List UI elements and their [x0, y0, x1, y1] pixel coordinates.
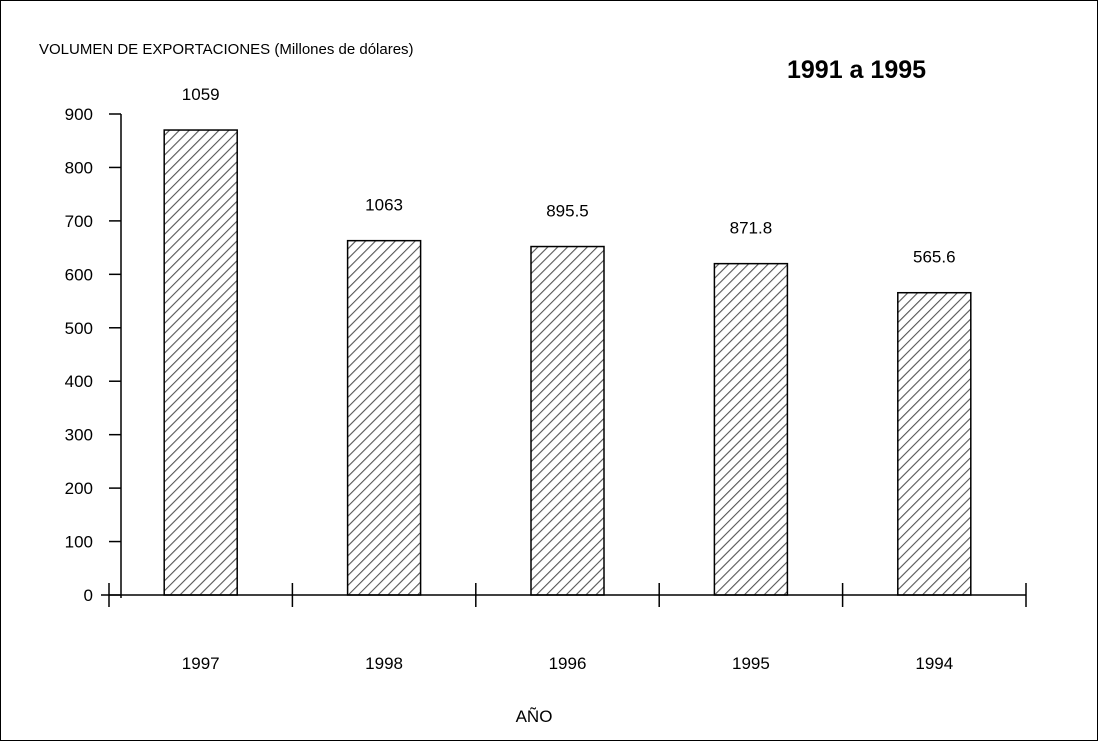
- y-tick-label: 900: [65, 105, 93, 124]
- bar-1997: [163, 129, 238, 596]
- data-label-1995: 871.8: [730, 219, 773, 238]
- x-tick-label-1995: 1995: [732, 654, 770, 673]
- data-label-1997: 1059: [182, 85, 220, 104]
- data-label-1994: 565.6: [913, 248, 956, 267]
- bar-1994: [897, 291, 972, 596]
- chart-title: 1991 a 1995: [787, 56, 926, 84]
- y-tick-label: 300: [65, 426, 93, 445]
- data-label-1998: 1063: [365, 196, 403, 215]
- x-tick-label-1994: 1994: [915, 654, 953, 673]
- bars-group: [163, 129, 972, 596]
- y-tick-label: 800: [65, 158, 93, 177]
- y-tick-label: 500: [65, 319, 93, 338]
- y-axis-label: VOLUMEN DE EXPORTACIONES (Millones de dó…: [39, 41, 414, 58]
- data-labels-group: 1059 1063 895.5 871.8 565.6: [182, 85, 956, 267]
- y-tick-label: 400: [65, 372, 93, 391]
- x-tick-label-1997: 1997: [182, 654, 220, 673]
- y-tick-label: 200: [65, 479, 93, 498]
- x-tick-label-1998: 1998: [365, 654, 403, 673]
- x-tick-label-1996: 1996: [549, 654, 587, 673]
- y-tick-label: 100: [65, 533, 93, 552]
- y-tick-label: 0: [84, 586, 93, 605]
- data-label-1996: 895.5: [546, 202, 589, 221]
- bar-1995: [713, 262, 789, 596]
- x-axis-label: AÑO: [516, 707, 553, 726]
- bar-1998: [346, 239, 422, 596]
- x-axis-tick-labels: 1997 1998 1996 1995 1994: [182, 654, 953, 673]
- x-axis-ticks: [108, 583, 1027, 607]
- y-tick-label: 700: [65, 212, 93, 231]
- y-tick-label: 600: [65, 265, 93, 284]
- y-axis-ticks: 0 100 200 300 400 500 600 700 800 900: [65, 105, 121, 605]
- bar-1996: [530, 245, 605, 596]
